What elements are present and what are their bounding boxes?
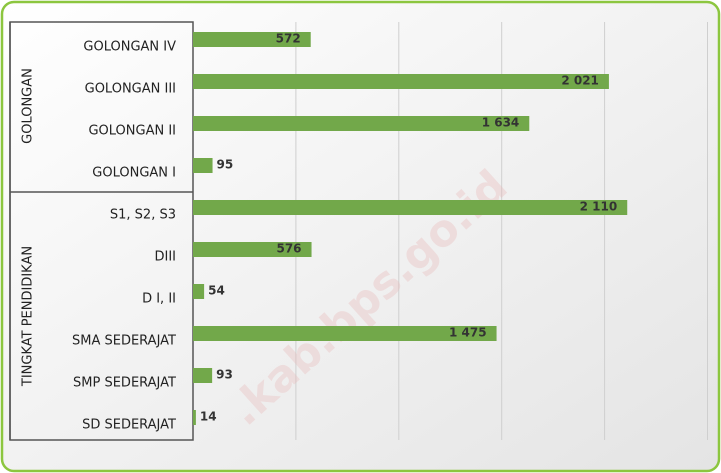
category-label: D I, II (142, 292, 176, 307)
bar (193, 326, 497, 341)
bar (193, 32, 311, 47)
value-label: 1 634 (482, 116, 520, 130)
bar (193, 284, 205, 299)
bar (193, 242, 312, 257)
bar (193, 74, 609, 89)
category-label: S1, S2, S3 (110, 208, 176, 223)
value-label: 2 021 (561, 74, 599, 88)
category-label: GOLONGAN III (85, 82, 176, 97)
category-label: SMA SEDERAJAT (72, 334, 176, 349)
bar (193, 158, 213, 173)
value-label: 576 (276, 242, 301, 256)
category-label: DIII (154, 250, 176, 265)
value-label: 93 (216, 368, 233, 382)
group-label: GOLONGAN (21, 68, 36, 144)
value-label: 572 (276, 32, 301, 46)
value-label: 1 475 (449, 326, 487, 340)
bar (193, 200, 628, 215)
group-label: TINGKAT PENDIDIKAN (21, 246, 36, 387)
category-label: GOLONGAN II (88, 124, 176, 139)
bar (193, 410, 196, 425)
category-label: GOLONGAN I (92, 166, 176, 181)
category-label: GOLONGAN IV (83, 40, 176, 55)
value-label: 95 (217, 158, 234, 172)
category-label: SD SEDERAJAT (82, 418, 176, 433)
bar (193, 368, 213, 383)
bar (193, 116, 530, 131)
value-label: 14 (200, 410, 217, 424)
value-label: 54 (208, 284, 225, 298)
value-label: 2 110 (580, 200, 618, 214)
category-label: SMP SEDERAJAT (73, 376, 176, 391)
